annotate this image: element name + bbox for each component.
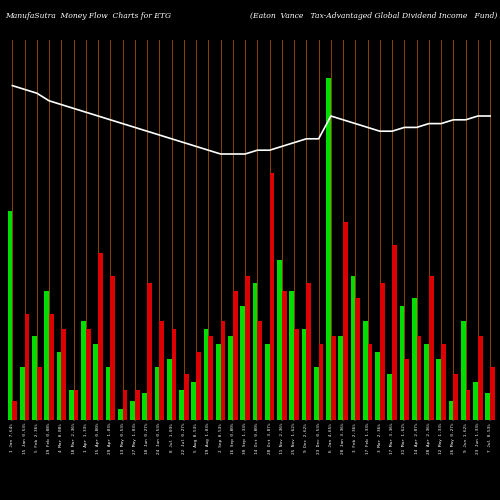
- Bar: [338, 336, 343, 420]
- Bar: [20, 367, 24, 420]
- Bar: [277, 260, 282, 420]
- Bar: [282, 291, 286, 420]
- Bar: [404, 359, 409, 420]
- Bar: [220, 321, 226, 420]
- Bar: [350, 276, 356, 420]
- Bar: [356, 298, 360, 420]
- Bar: [436, 359, 441, 420]
- Bar: [454, 374, 458, 420]
- Bar: [429, 276, 434, 420]
- Bar: [94, 344, 98, 420]
- Bar: [466, 390, 470, 420]
- Bar: [412, 298, 416, 420]
- Bar: [167, 359, 172, 420]
- Text: ManufaSutra  Money Flow  Charts for ETG: ManufaSutra Money Flow Charts for ETG: [5, 12, 171, 20]
- Bar: [258, 321, 262, 420]
- Bar: [265, 344, 270, 420]
- Bar: [118, 408, 122, 420]
- Bar: [147, 283, 152, 420]
- Bar: [32, 336, 37, 420]
- Bar: [142, 394, 147, 420]
- Bar: [110, 276, 115, 420]
- Bar: [172, 329, 176, 420]
- Bar: [478, 336, 482, 420]
- Bar: [56, 352, 62, 420]
- Bar: [37, 367, 42, 420]
- Bar: [74, 390, 78, 420]
- Bar: [160, 321, 164, 420]
- Bar: [154, 367, 160, 420]
- Bar: [375, 352, 380, 420]
- Bar: [184, 374, 188, 420]
- Bar: [441, 344, 446, 420]
- Bar: [196, 352, 201, 420]
- Bar: [24, 314, 29, 420]
- Bar: [12, 401, 17, 420]
- Bar: [486, 394, 490, 420]
- Bar: [400, 306, 404, 420]
- Bar: [233, 291, 237, 420]
- Bar: [49, 314, 54, 420]
- Bar: [331, 336, 336, 420]
- Bar: [461, 321, 466, 420]
- Bar: [416, 336, 422, 420]
- Bar: [363, 321, 368, 420]
- Bar: [245, 276, 250, 420]
- Bar: [122, 390, 128, 420]
- Bar: [314, 367, 318, 420]
- Bar: [98, 253, 103, 420]
- Bar: [130, 401, 135, 420]
- Bar: [81, 321, 86, 420]
- Bar: [192, 382, 196, 420]
- Bar: [204, 329, 208, 420]
- Bar: [448, 401, 454, 420]
- Bar: [424, 344, 429, 420]
- Bar: [69, 390, 73, 420]
- Bar: [290, 291, 294, 420]
- Text: (Eaton  Vance   Tax-Advantaged Global Dividend Income   Fund) Manu: (Eaton Vance Tax-Advantaged Global Divid…: [250, 12, 500, 20]
- Bar: [306, 283, 311, 420]
- Bar: [388, 374, 392, 420]
- Bar: [179, 390, 184, 420]
- Bar: [490, 367, 495, 420]
- Bar: [216, 344, 220, 420]
- Bar: [208, 336, 213, 420]
- Bar: [106, 367, 110, 420]
- Bar: [240, 306, 245, 420]
- Bar: [228, 336, 233, 420]
- Bar: [252, 283, 258, 420]
- Bar: [86, 329, 90, 420]
- Bar: [302, 329, 306, 420]
- Bar: [326, 78, 331, 420]
- Bar: [473, 382, 478, 420]
- Bar: [294, 329, 299, 420]
- Bar: [62, 329, 66, 420]
- Bar: [380, 283, 384, 420]
- Bar: [135, 390, 140, 420]
- Bar: [368, 344, 372, 420]
- Bar: [343, 222, 348, 420]
- Bar: [392, 245, 397, 420]
- Bar: [318, 344, 324, 420]
- Bar: [8, 211, 12, 420]
- Bar: [44, 291, 49, 420]
- Bar: [270, 173, 274, 420]
